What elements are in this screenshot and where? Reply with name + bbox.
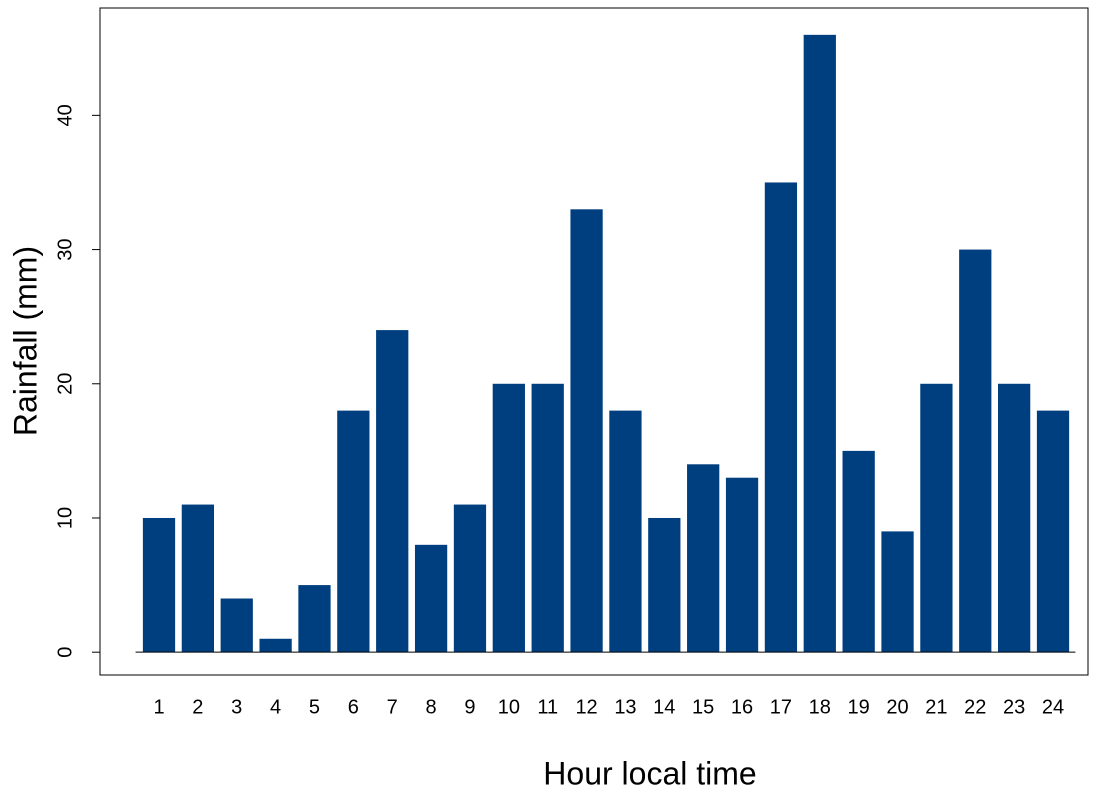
bar — [259, 638, 292, 653]
bar — [764, 182, 798, 653]
x-tick-label: 24 — [1042, 696, 1064, 718]
x-tick-label: 7 — [387, 696, 398, 718]
bar — [959, 249, 992, 653]
x-tick-label: 6 — [348, 696, 359, 718]
bar — [881, 531, 914, 653]
y-axis-title: Rainfall (mm) — [7, 246, 43, 436]
bar — [920, 383, 953, 653]
bar — [453, 504, 487, 653]
bar — [998, 383, 1031, 653]
x-tick-label: 5 — [309, 696, 320, 718]
x-tick-label: 18 — [809, 696, 831, 718]
bar — [142, 517, 176, 653]
bar — [842, 450, 875, 653]
bar — [376, 330, 409, 653]
bar — [803, 34, 836, 653]
x-tick-label: 11 — [537, 696, 558, 718]
y-tick-label: 10 — [54, 507, 76, 529]
y-tick-label: 20 — [54, 373, 76, 395]
y-tick-label: 0 — [54, 647, 76, 658]
x-tick-label: 10 — [498, 696, 520, 718]
x-tick-label: 16 — [731, 696, 753, 718]
x-tick-label: 14 — [653, 696, 675, 718]
x-tick-label: 17 — [770, 696, 792, 718]
y-tick-label: 40 — [54, 104, 76, 126]
x-tick-label: 4 — [270, 696, 281, 718]
bar — [570, 209, 603, 653]
x-tick-label: 19 — [848, 696, 870, 718]
bar — [181, 504, 215, 653]
bar — [725, 477, 759, 653]
bar — [609, 410, 642, 653]
bar — [298, 585, 331, 653]
x-tick-label: 22 — [964, 696, 986, 718]
y-tick-label: 30 — [54, 238, 76, 260]
x-tick-label: 9 — [464, 696, 475, 718]
bar — [337, 410, 370, 653]
bar — [531, 383, 564, 653]
x-tick-label: 2 — [192, 696, 203, 718]
x-tick-label: 3 — [231, 696, 242, 718]
x-tick-label: 20 — [886, 696, 908, 718]
x-tick-label: 15 — [692, 696, 714, 718]
x-tick-label: 12 — [575, 696, 597, 718]
x-tick-label: 23 — [1003, 696, 1025, 718]
x-tick-label: 13 — [614, 696, 636, 718]
x-tick-label: 21 — [925, 696, 947, 718]
bar — [220, 598, 253, 653]
x-axis-title: Hour local time — [543, 755, 756, 791]
bar — [492, 383, 525, 653]
bar — [648, 517, 681, 653]
x-tick-label: 8 — [426, 696, 437, 718]
bar — [1036, 410, 1070, 653]
bar — [414, 544, 448, 653]
x-tick-label: 1 — [153, 696, 164, 718]
bar — [687, 464, 720, 653]
